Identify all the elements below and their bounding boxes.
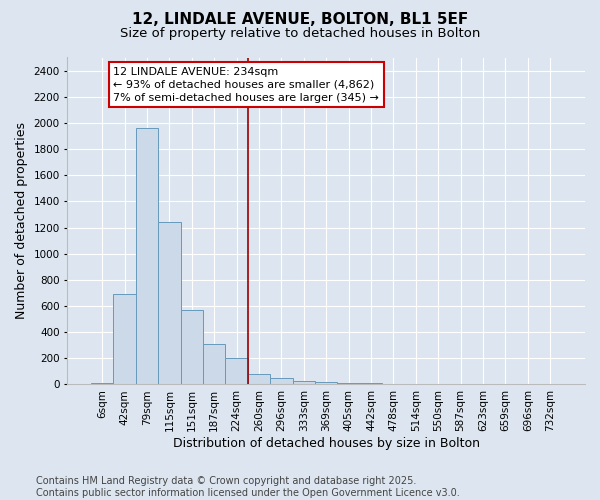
Bar — [226, 358, 248, 384]
Text: 12, LINDALE AVENUE, BOLTON, BL1 5EF: 12, LINDALE AVENUE, BOLTON, BL1 5EF — [132, 12, 468, 28]
Text: Size of property relative to detached houses in Bolton: Size of property relative to detached ho… — [120, 28, 480, 40]
Bar — [248, 374, 270, 384]
Bar — [136, 128, 158, 384]
Text: 12 LINDALE AVENUE: 234sqm
← 93% of detached houses are smaller (4,862)
7% of sem: 12 LINDALE AVENUE: 234sqm ← 93% of detac… — [113, 66, 379, 103]
Bar — [203, 344, 226, 385]
Bar — [270, 378, 293, 384]
Bar — [315, 382, 337, 384]
Y-axis label: Number of detached properties: Number of detached properties — [15, 122, 28, 320]
Bar — [337, 383, 360, 384]
Bar — [293, 381, 315, 384]
Bar — [181, 310, 203, 384]
Bar — [113, 294, 136, 384]
Bar — [158, 222, 181, 384]
Text: Contains HM Land Registry data © Crown copyright and database right 2025.
Contai: Contains HM Land Registry data © Crown c… — [36, 476, 460, 498]
X-axis label: Distribution of detached houses by size in Bolton: Distribution of detached houses by size … — [173, 437, 480, 450]
